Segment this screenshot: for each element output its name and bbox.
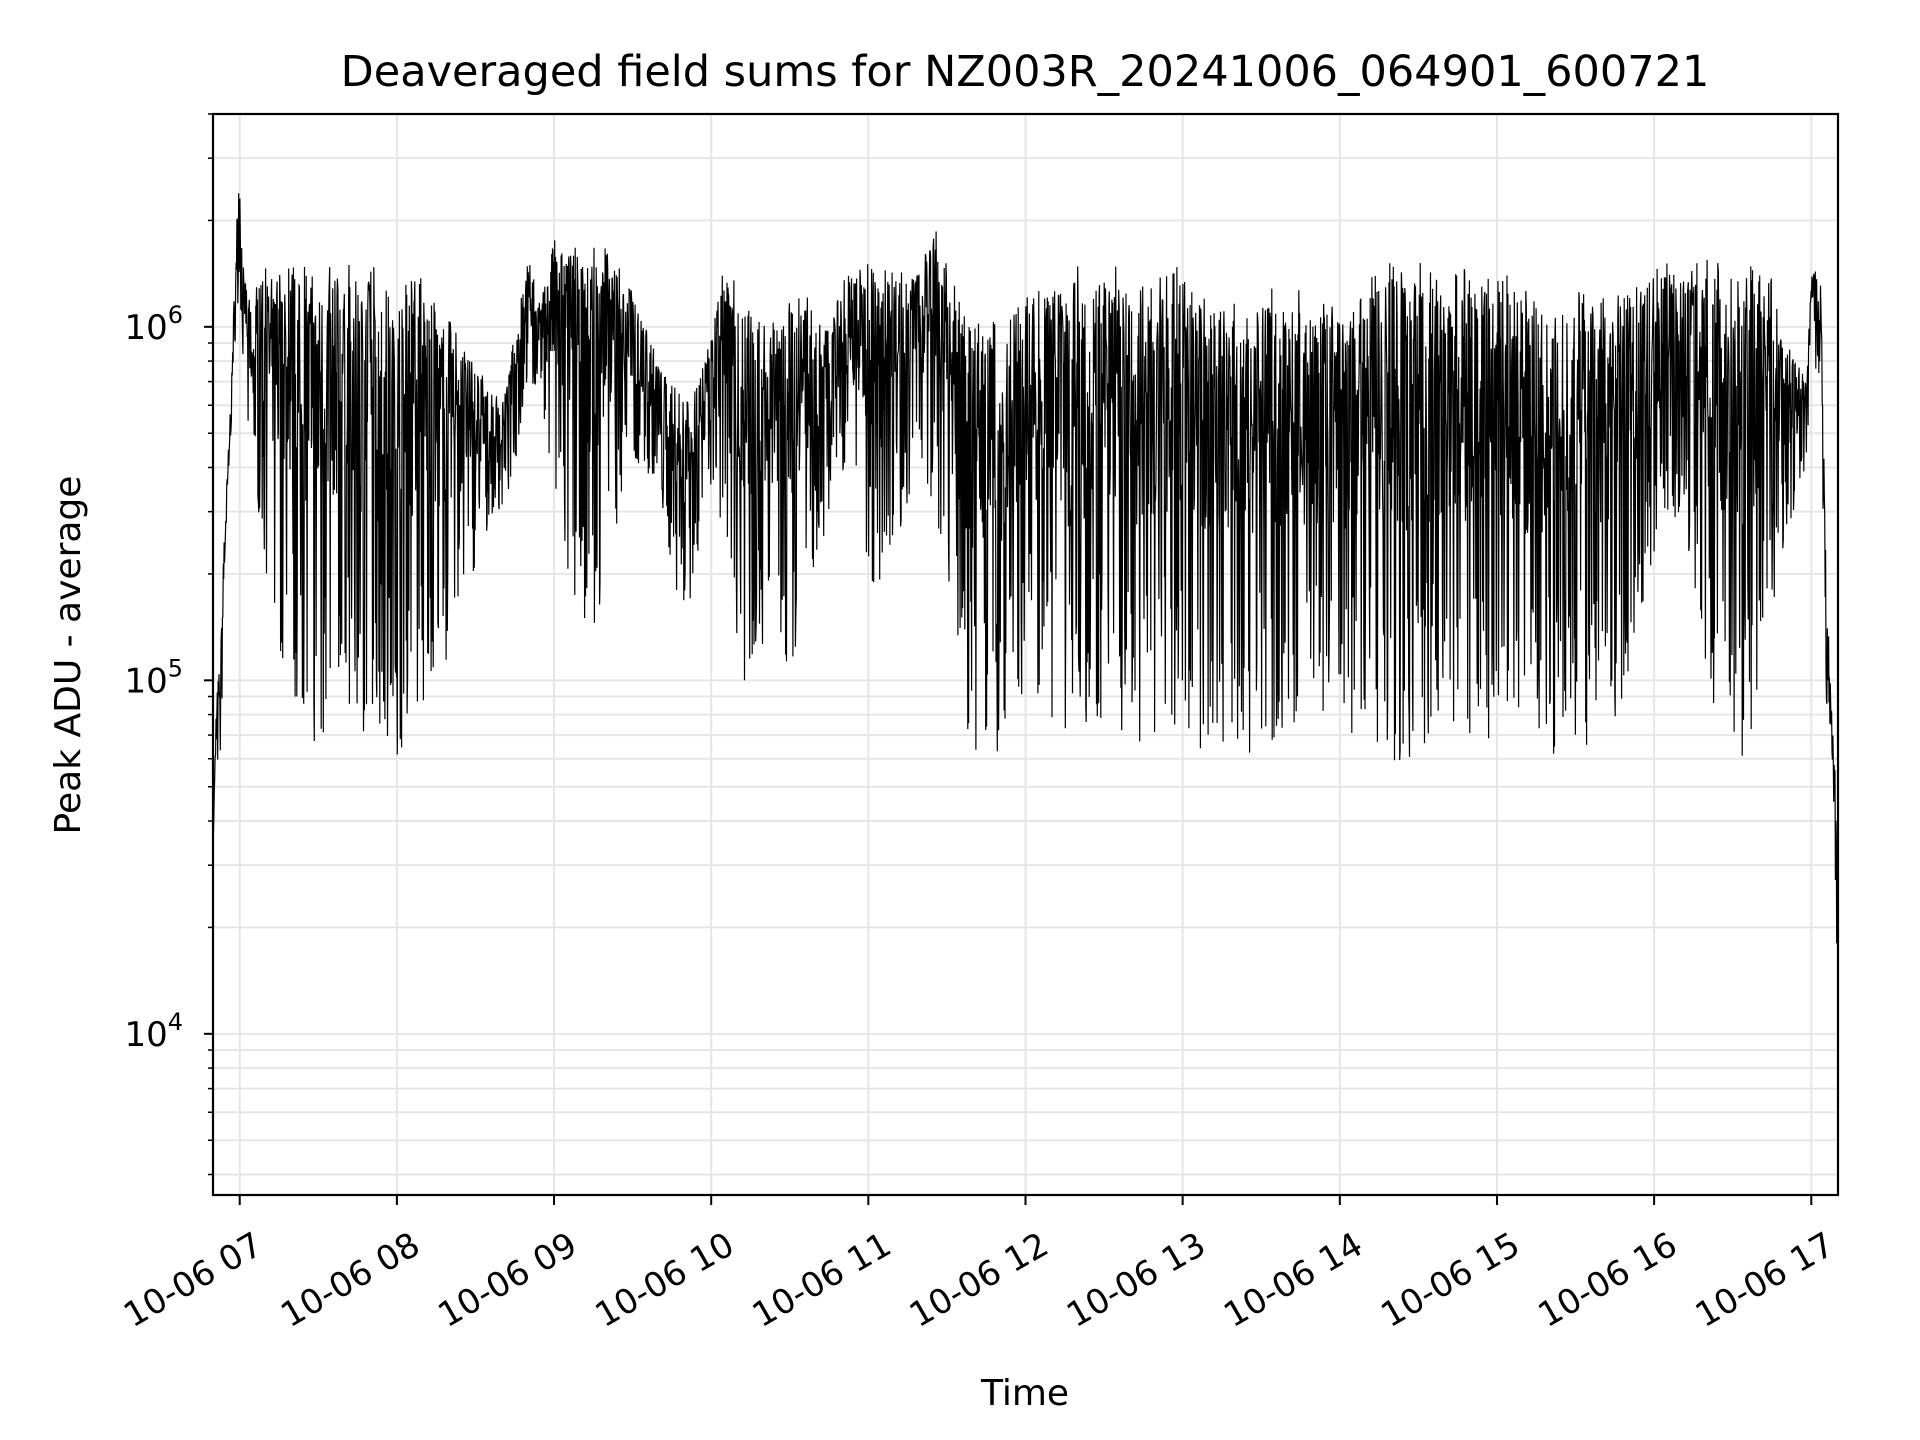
y-axis: 104 105 106 — [124, 113, 213, 1176]
x-axis: 10-06 07 10-06 08 10-06 09 10-06 10 10-06 11… — [117, 1195, 1841, 1336]
x-tick-label: 10-06 15 — [1374, 1225, 1526, 1336]
x-tick-label: 10-06 16 — [1532, 1225, 1684, 1336]
series-line — [213, 193, 1838, 944]
x-tick-label: 10-06 13 — [1060, 1225, 1212, 1336]
x-tick-label: 10-06 11 — [746, 1225, 898, 1336]
x-tick-label: 10-06 14 — [1217, 1225, 1369, 1336]
y-tick-label: 105 — [124, 654, 183, 701]
y-tick-label: 106 — [124, 301, 183, 348]
y-axis-label: Peak ADU - average — [48, 476, 89, 835]
chart-title: Deaveraged field sums for NZ003R_2024100… — [341, 47, 1710, 97]
grid-layer — [213, 113, 1838, 1195]
x-tick-label: 10-06 12 — [903, 1225, 1055, 1336]
y-tick-label: 104 — [124, 1008, 183, 1055]
x-tick-label: 10-06 08 — [274, 1225, 426, 1336]
x-tick-label: 10-06 10 — [589, 1225, 741, 1336]
series-layer — [213, 193, 1838, 944]
x-axis-label: Time — [980, 1373, 1069, 1414]
x-tick-label: 10-06 17 — [1689, 1225, 1841, 1336]
x-tick-label: 10-06 09 — [431, 1225, 583, 1336]
x-tick-label: 10-06 07 — [117, 1225, 269, 1336]
